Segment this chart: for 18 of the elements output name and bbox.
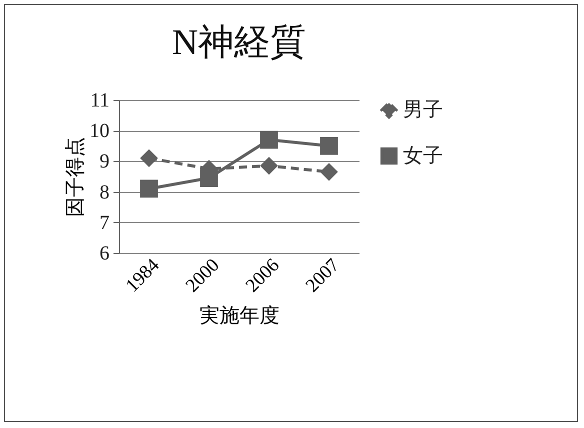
y-tick-label: 7	[100, 212, 110, 234]
y-axis-title: 因子得点	[64, 137, 86, 217]
point	[260, 130, 278, 149]
y-tick-label: 10	[90, 120, 110, 142]
y-tick-label: 8	[100, 181, 110, 204]
point	[320, 136, 338, 155]
point	[140, 180, 158, 198]
chart-title: N神経質	[172, 22, 306, 62]
point	[260, 156, 278, 175]
x-axis-title: 実施年度	[200, 304, 280, 327]
y-tick-label: 6	[100, 242, 110, 264]
point	[140, 149, 158, 168]
y-tick-label: 11	[90, 90, 110, 112]
y-tick-label: 9	[100, 150, 110, 173]
point	[320, 162, 338, 181]
legend-label: 男子	[403, 99, 443, 121]
point	[200, 169, 218, 187]
legend-label: 女子	[403, 145, 443, 167]
